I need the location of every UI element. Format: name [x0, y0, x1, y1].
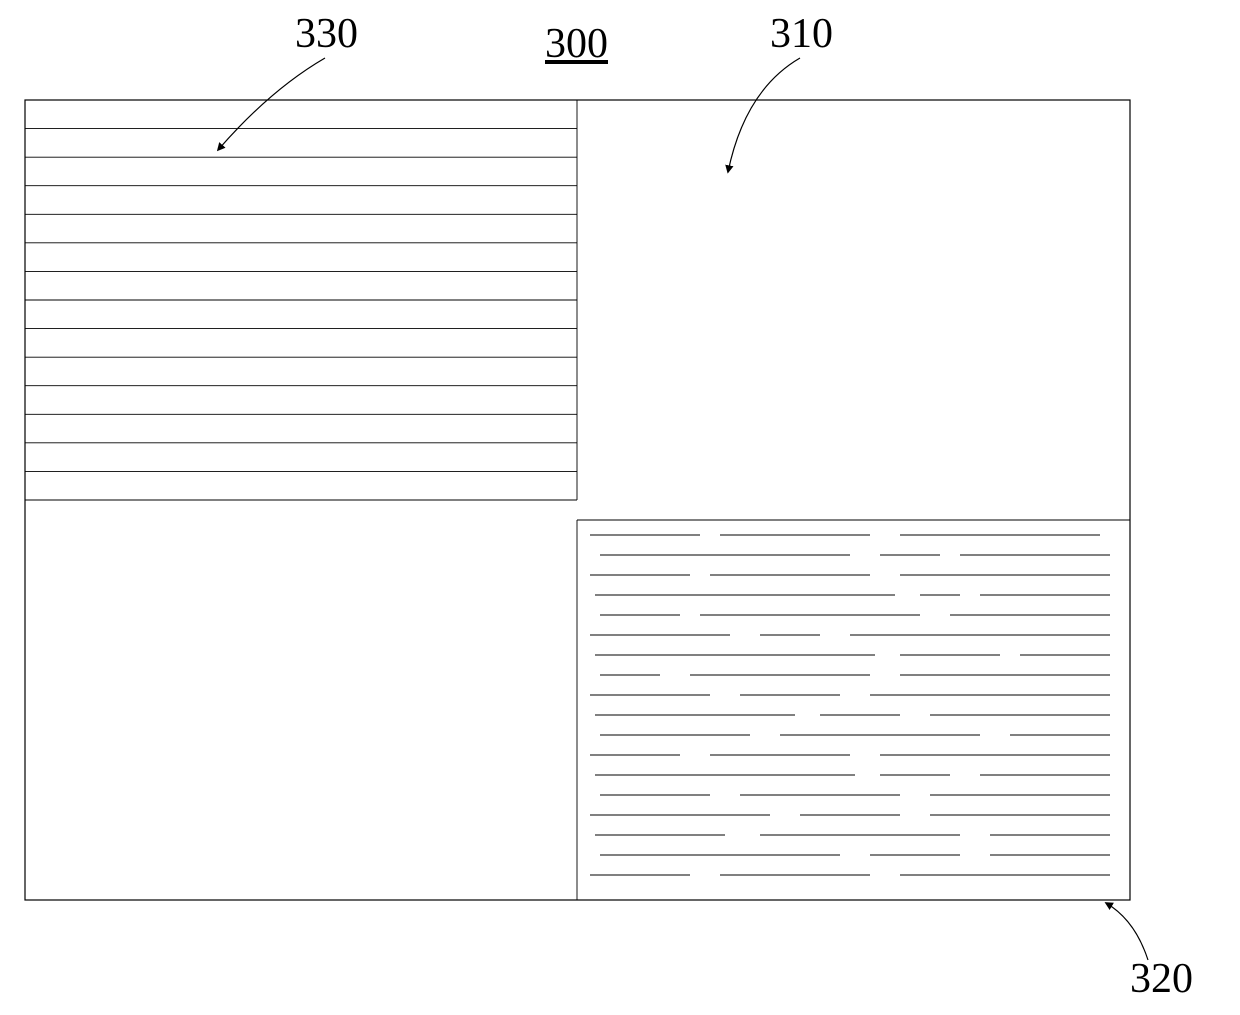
- diagram-svg: [0, 0, 1240, 1015]
